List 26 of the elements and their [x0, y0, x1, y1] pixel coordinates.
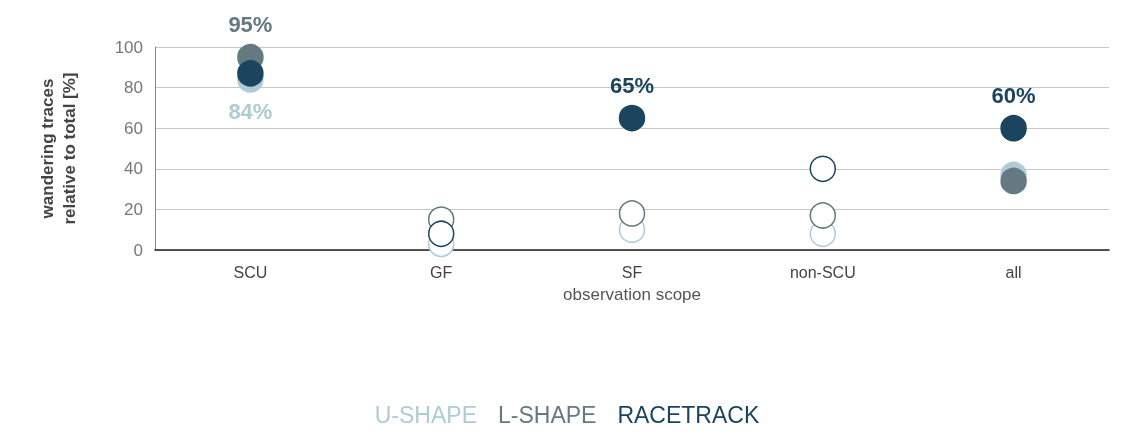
point	[809, 202, 837, 229]
y-tick-label: 80	[124, 78, 143, 98]
x-tick-label: SF	[621, 263, 643, 281]
point	[1000, 167, 1027, 195]
point	[618, 200, 646, 227]
text: U-SHAPE	[374, 401, 477, 428]
y-tick-label: 0	[133, 240, 143, 260]
data-label: 65%	[609, 73, 655, 99]
data-label: 60%	[991, 83, 1036, 109]
data-label: 95%	[228, 12, 273, 38]
x-tick-label: non-SCU	[789, 263, 856, 281]
text: RACETRACK	[617, 401, 760, 428]
x-tick-label: GF	[430, 263, 453, 281]
y-axis-title: wandering traces relative to total [%]	[37, 72, 79, 225]
data-label: 84%	[228, 99, 273, 125]
point	[1000, 114, 1027, 142]
y-tick-label: 100	[114, 37, 143, 57]
text: L-SHAPE	[497, 401, 597, 428]
point	[237, 60, 264, 87]
point	[618, 104, 646, 132]
y-tick-label: 20	[124, 199, 143, 219]
x-tick-label: all	[1005, 263, 1022, 281]
x-tick-label: SCU	[233, 263, 268, 281]
y-tick-label: 60	[124, 118, 143, 138]
x-axis-title: observation scope	[563, 285, 701, 304]
y-tick-label: 40	[124, 159, 143, 179]
